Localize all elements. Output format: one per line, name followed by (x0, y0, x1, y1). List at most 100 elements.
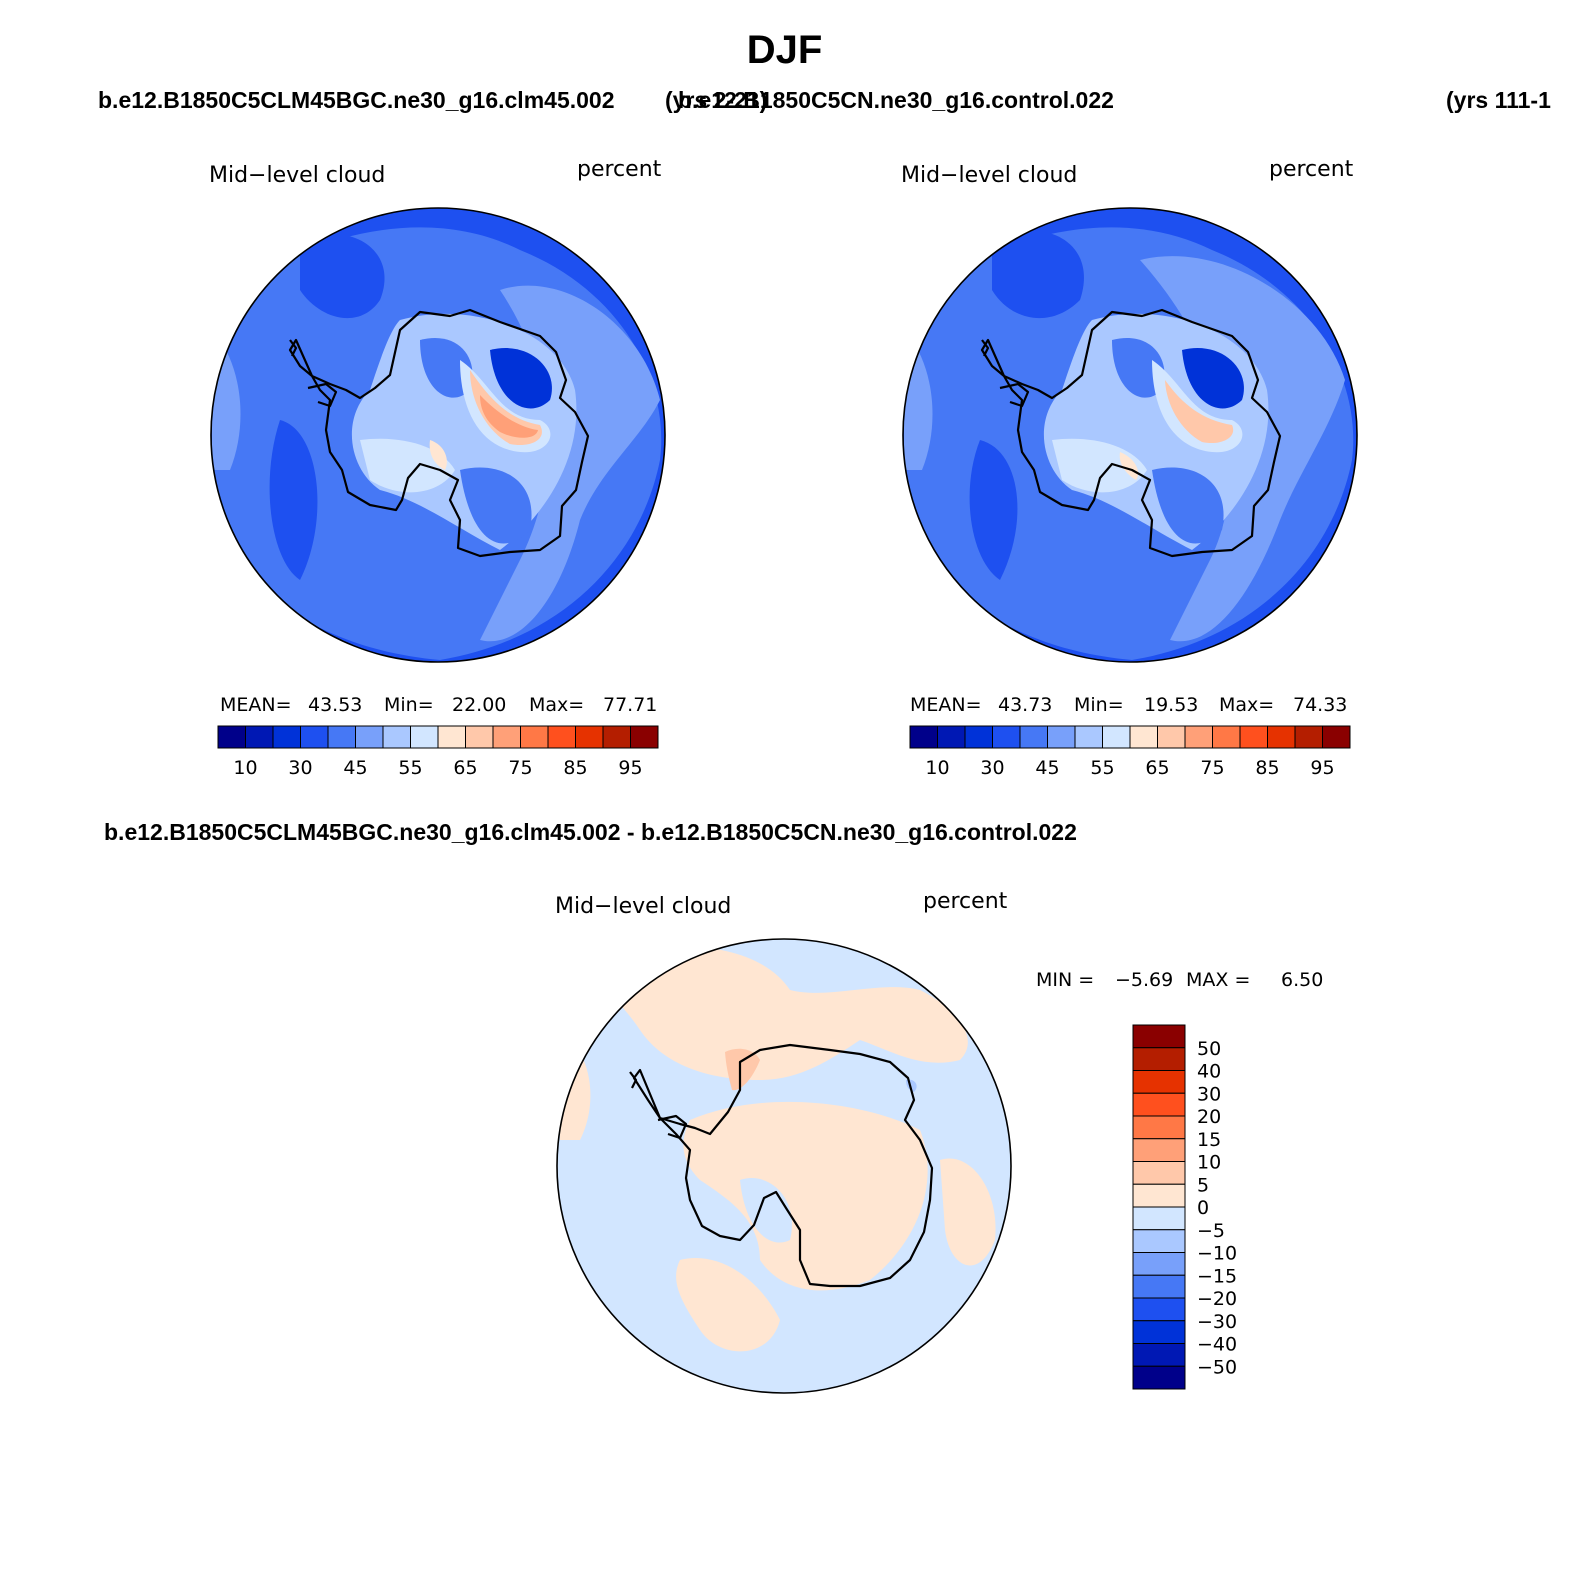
colorbar-swatch (1132, 1229, 1186, 1253)
colorbar-swatch (492, 725, 521, 749)
colorbar-tick-label: 0 (1197, 1197, 1209, 1219)
tr-units-label: percent (1269, 157, 1354, 182)
case2-title: b.e12.B1850C5CN.ne30_g16.control.022 (678, 87, 1114, 113)
contour-region (740, 1178, 792, 1243)
colorbar-tick-label: −15 (1197, 1265, 1237, 1287)
colorbar-swatch (1019, 725, 1048, 749)
antarctica-coastline (657, 1114, 688, 1140)
colorbar-swatch (1132, 1047, 1186, 1071)
colorbar-swatch (217, 725, 246, 749)
tr-map (903, 208, 1357, 662)
case1-title: b.e12.B1850C5CLM45BGC.ne30_g16.clm45.002 (98, 87, 615, 113)
antarctica-coastline (980, 308, 1282, 558)
contour-region (683, 1101, 928, 1291)
colorbar-swatch (1132, 1092, 1186, 1117)
colorbar-swatch (1132, 1138, 1186, 1162)
case2-years: (yrs 111-1 (1446, 87, 1551, 113)
tr-map-border (902, 207, 1358, 663)
contour-region (992, 230, 1084, 319)
antarctica-coastline (632, 1043, 934, 1288)
colorbar-swatch (1129, 725, 1158, 749)
colorbar-tick-label: −10 (1197, 1243, 1237, 1265)
tr-mean-value: 43.73 (998, 694, 1052, 716)
colorbar-swatch (382, 725, 411, 749)
contour-region (725, 1048, 760, 1091)
colorbar-swatch (1157, 725, 1186, 749)
contour-region (429, 440, 447, 470)
colorbar-swatch (272, 725, 301, 749)
colorbar-swatch (245, 725, 274, 749)
colorbar-tick-label: −50 (1197, 1356, 1237, 1378)
colorbar-swatch (1132, 1070, 1186, 1094)
colorbar-tick-label: 95 (1310, 757, 1334, 779)
tl-min-value: 22.00 (452, 694, 506, 716)
contour-region (1182, 348, 1244, 409)
colorbar-swatch (410, 725, 439, 749)
colorbar-tick-label: 55 (398, 757, 422, 779)
contour-region (470, 370, 542, 446)
colorbar-tick-label: 10 (925, 757, 949, 779)
tl-max-value: 77.71 (603, 694, 657, 716)
colorbar-swatch (1132, 1274, 1186, 1299)
colorbar-tick-label: −20 (1197, 1288, 1237, 1310)
antarctica-coastline (289, 339, 298, 357)
tr-max-value: 74.33 (1293, 694, 1347, 716)
colorbar-swatch (327, 725, 356, 749)
colorbar-tick-label: 20 (1197, 1106, 1221, 1128)
colorbar-swatch (630, 725, 659, 749)
contour-region (490, 348, 552, 409)
diff-variable-label: Mid−level cloud (555, 894, 731, 919)
colorbar-swatch (547, 725, 576, 749)
colorbar-swatch (1132, 1297, 1186, 1322)
tl-min-label: Min= (384, 694, 434, 716)
colorbar-swatch (1132, 1343, 1186, 1367)
diff-min-value: −5.69 (1115, 969, 1173, 991)
colorbar-tick-label: 40 (1197, 1061, 1221, 1083)
colorbar-tick-label: 5 (1197, 1174, 1209, 1196)
panel-top-left: Mid−level cloud percent (209, 157, 666, 779)
colorbar-tick-label: 10 (1197, 1152, 1221, 1174)
contour-region (480, 285, 660, 642)
contour-region (300, 233, 385, 319)
tr-max-label: Max= (1219, 694, 1274, 716)
colorbar-swatch (300, 725, 329, 749)
colorbar-tick-label: −30 (1197, 1311, 1237, 1333)
colorbar-swatch (520, 725, 549, 749)
colorbar-swatch (1132, 1365, 1186, 1390)
colorbar-swatch (355, 725, 384, 749)
diff-max-value: 6.50 (1281, 969, 1323, 991)
colorbar-swatch (1322, 725, 1351, 749)
colorbar-swatch (1184, 725, 1213, 749)
colorbar-tick-label: −40 (1197, 1334, 1237, 1356)
tr-min-value: 19.53 (1144, 694, 1198, 716)
diff-min-label: MIN = (1036, 969, 1094, 991)
antarctica-coastline (999, 382, 1030, 408)
contour-region (1152, 467, 1224, 544)
contour-region (1119, 452, 1139, 480)
colorbar-tick-label: 30 (980, 757, 1004, 779)
contour-region (1112, 338, 1165, 398)
figure-title: DJF (746, 28, 823, 72)
contour-region (480, 395, 538, 438)
tr-min-label: Min= (1074, 694, 1124, 716)
contour-region (420, 338, 473, 398)
colorbar-swatch (1132, 1161, 1186, 1185)
tr-mean-label: MEAN= (910, 694, 982, 716)
colorbar-tick-label: 30 (1197, 1083, 1221, 1105)
colorbar-swatch (1132, 1252, 1186, 1276)
colorbar-swatch (1074, 725, 1103, 749)
colorbar-swatch (465, 725, 494, 749)
tl-mean-value: 43.53 (308, 694, 362, 716)
colorbar-swatch (1212, 725, 1241, 749)
tl-colorbar: 10 30 45 55 65 75 85 95 (217, 725, 659, 779)
colorbar-tick-label: 45 (1035, 757, 1059, 779)
colorbar-tick-label: 85 (563, 757, 587, 779)
antarctica-coastline (981, 339, 990, 357)
colorbar-tick-label: 55 (1090, 757, 1114, 779)
colorbar-swatch (1294, 725, 1323, 749)
tr-variable-label: Mid−level cloud (901, 163, 1077, 188)
panel-top-right: Mid−level cloud percent (901, 157, 1358, 779)
case1-years: (yrs 2-21) (665, 87, 768, 113)
contour-region (269, 420, 318, 580)
contour-region (676, 1258, 780, 1352)
